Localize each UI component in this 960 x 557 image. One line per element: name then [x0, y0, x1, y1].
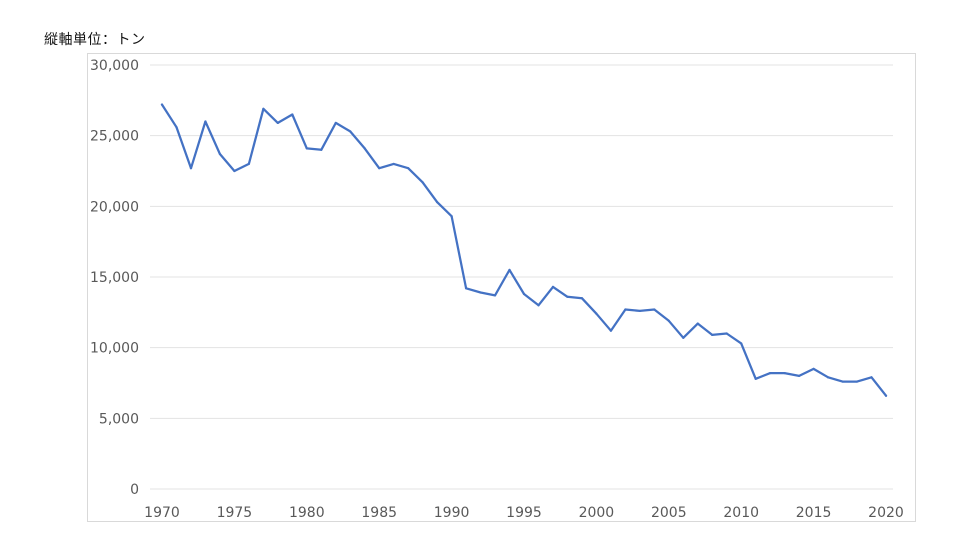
data-point	[798, 374, 801, 378]
data-point	[624, 308, 627, 311]
data-point	[667, 319, 670, 322]
data-point	[769, 372, 772, 375]
data-point	[551, 285, 555, 288]
data-point	[479, 291, 482, 294]
x-tick-label: 1995	[506, 505, 542, 521]
x-tick-label: 1975	[217, 505, 253, 521]
data-point	[638, 309, 641, 313]
y-tick-label: 15,000	[90, 270, 139, 286]
x-tick-label: 2020	[868, 505, 904, 521]
data-point	[175, 126, 178, 129]
data-point	[696, 322, 699, 325]
data-point	[711, 333, 714, 337]
x-tick-label: 2000	[579, 505, 615, 521]
data-point	[218, 152, 222, 156]
x-tick-label: 1990	[434, 505, 470, 521]
series-layer	[160, 103, 888, 397]
y-tick-label: 25,000	[90, 129, 139, 145]
data-point	[754, 377, 757, 380]
x-axis-tick-labels: 1970 1975 1980 1985 1990 1995 2000 2005 2010 2015…	[144, 505, 904, 521]
data-point	[276, 121, 279, 125]
data-point	[841, 380, 844, 383]
y-axis-unit-label: 縦軸単位：トン	[44, 32, 146, 48]
data-point	[609, 329, 612, 332]
data-point	[464, 287, 468, 290]
data-point	[320, 148, 323, 151]
data-point	[233, 169, 236, 173]
y-tick-label: 20,000	[90, 199, 139, 215]
y-tick-label: 30,000	[90, 58, 139, 74]
data-point	[160, 103, 164, 106]
data-point	[522, 292, 526, 296]
data-point	[595, 312, 598, 315]
data-point	[349, 130, 352, 133]
data-point	[884, 394, 888, 397]
x-tick-label: 1985	[361, 505, 397, 521]
data-point	[508, 268, 511, 272]
data-point	[334, 121, 337, 125]
data-point	[247, 162, 250, 166]
y-tick-label: 0	[130, 482, 139, 498]
data-point	[450, 215, 453, 218]
data-point	[493, 294, 497, 297]
x-tick-label: 2010	[723, 505, 759, 521]
x-tick-label: 2015	[796, 505, 832, 521]
chart-area-border	[87, 53, 916, 522]
data-point	[812, 367, 815, 370]
data-point	[653, 308, 656, 311]
data-point	[378, 167, 381, 170]
y-gridlines	[150, 64, 893, 490]
data-point	[740, 342, 743, 345]
data-point	[682, 336, 685, 339]
data-point	[204, 120, 207, 123]
series-line	[160, 103, 888, 397]
data-point	[392, 162, 395, 166]
data-point	[421, 181, 424, 184]
data-point	[407, 167, 410, 170]
x-tick-label: 1980	[289, 505, 325, 521]
data-point	[291, 113, 294, 116]
data-point	[826, 376, 830, 379]
data-point	[870, 376, 873, 379]
data-point	[363, 147, 366, 150]
data-point	[855, 380, 859, 383]
y-axis-tick-labels: 0 5,000 10,000 15,000 20,000 25,000 30,000	[90, 58, 139, 498]
data-point	[305, 147, 308, 150]
data-point	[580, 297, 584, 300]
y-tick-label: 10,000	[90, 341, 139, 357]
y-tick-label: 5,000	[99, 411, 139, 427]
data-point	[783, 372, 786, 375]
data-point	[189, 167, 193, 170]
data-point	[262, 107, 265, 110]
data-point	[436, 200, 439, 204]
data-point	[566, 295, 569, 298]
x-tick-label: 1970	[144, 505, 180, 521]
x-tick-label: 2005	[651, 505, 687, 521]
data-point	[725, 332, 728, 335]
data-point	[537, 304, 540, 307]
